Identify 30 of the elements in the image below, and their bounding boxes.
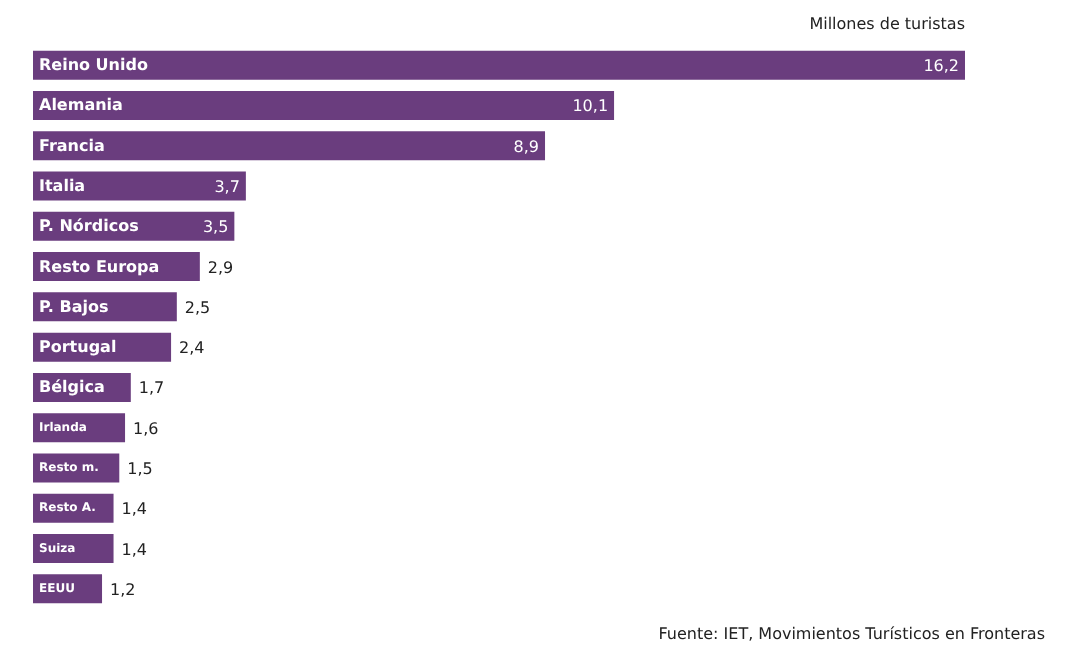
- source-note: Fuente: IET, Movimientos Turísticos en Fronteras: [658, 625, 1045, 643]
- data-label: 1,7: [138, 379, 165, 398]
- y-tick-label: Resto Europa: [39, 257, 160, 276]
- data-label: 1,4: [121, 540, 148, 559]
- data-label: 1,4: [121, 500, 148, 519]
- data-label: 1,2: [110, 580, 136, 599]
- data-label: 16,2: [923, 57, 959, 76]
- data-label: 3,7: [214, 178, 240, 197]
- y-tick-label: Bélgica: [39, 378, 105, 397]
- y-tick-label: Alemania: [39, 96, 123, 115]
- data-label: 2,9: [207, 258, 234, 277]
- y-tick-label: P. Bajos: [39, 297, 109, 316]
- data-label: 8,9: [513, 137, 540, 156]
- chart-title: Millones de turistas: [809, 15, 966, 33]
- data-label: 1,6: [133, 419, 159, 438]
- y-tick-label: Portugal: [39, 338, 117, 357]
- data-label: 1,5: [127, 459, 153, 478]
- bar: [33, 90, 615, 120]
- y-tick-label: Italia: [39, 177, 86, 196]
- data-label: 2,5: [184, 298, 211, 317]
- y-tick-label: P. Nórdicos: [39, 217, 140, 236]
- data-label: 2,4: [179, 339, 205, 358]
- data-label: 10,1: [572, 97, 609, 116]
- data-label: 3,5: [202, 218, 229, 237]
- bar: [33, 131, 546, 161]
- bar: [33, 534, 114, 564]
- bar: [33, 171, 246, 201]
- y-tick-label: Francia: [39, 136, 105, 155]
- bar: [33, 50, 965, 80]
- y-tick-label: Reino Unido: [39, 56, 149, 75]
